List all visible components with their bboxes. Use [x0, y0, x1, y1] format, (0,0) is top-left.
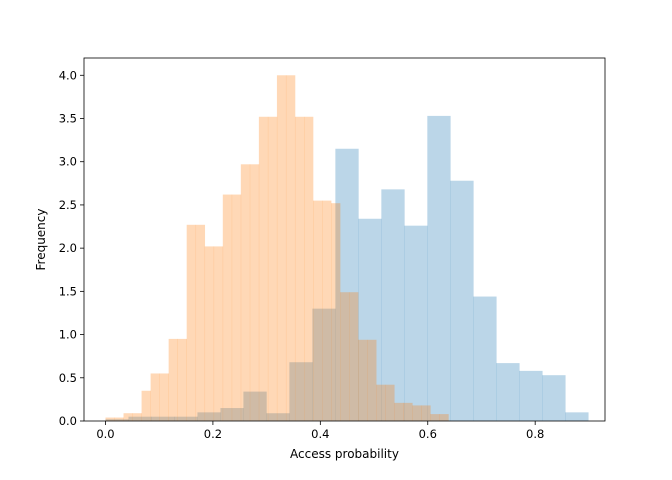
histogram-bar-series-1	[151, 416, 175, 421]
histogram-bar-series-1	[519, 370, 543, 421]
histogram-bar-series-2	[186, 224, 197, 421]
histogram-bar-series-2	[285, 75, 296, 422]
histogram-bar-series-2	[168, 338, 178, 421]
histogram-bar-series-1	[450, 180, 474, 421]
plot-frame	[83, 57, 606, 422]
histogram-bar-series-2	[340, 292, 350, 421]
x-tick-label: 0.4	[311, 427, 329, 441]
histogram-bar-series-2	[195, 224, 206, 421]
histogram-bar-series-1	[243, 391, 267, 421]
histogram-bar-series-2	[150, 373, 160, 421]
histogram-bar-series-1	[358, 218, 382, 421]
y-axis-label: Frequency	[34, 209, 48, 271]
histogram-bar-series-1	[335, 148, 359, 421]
histogram-bar-series-1	[312, 308, 336, 421]
x-tick-label: 0.8	[526, 427, 544, 441]
y-axis: 0.0 0.5 1.0 1.5 2.0 2.5 3.0 3.5 4.0	[59, 68, 84, 428]
x-tick-label: 0.0	[96, 427, 114, 441]
histogram-bar-series-2	[105, 417, 115, 421]
histogram-bar-series-2	[114, 417, 124, 421]
y-tick-label: 3.5	[59, 112, 77, 126]
histogram-bar-series-2	[123, 413, 133, 421]
x-tick-label: 0.2	[204, 427, 222, 441]
histogram-bar-series-1	[404, 225, 428, 421]
y-tick-label: 2.5	[59, 198, 77, 212]
histogram-bar-series-1	[128, 416, 152, 421]
histogram-bar-series-2	[132, 413, 142, 421]
histogram-bar-series-2	[313, 200, 323, 421]
histogram-bar-series-2	[412, 405, 422, 421]
histogram-bar-series-2	[258, 116, 269, 422]
histogram-bar-series-2	[394, 402, 404, 421]
y-tick-label: 0.0	[59, 414, 77, 428]
histogram-bar-series-1	[427, 115, 451, 422]
histogram-bar-series-1	[220, 408, 244, 421]
histogram-bar-series-2	[267, 116, 278, 422]
x-axis: 0.0 0.2 0.4 0.6 0.8	[96, 421, 544, 441]
histogram-bar-series-2	[367, 339, 377, 421]
y-tick-label: 1.0	[59, 328, 77, 342]
histogram-bar-series-1	[565, 412, 589, 421]
histogram-bar-series-1	[197, 412, 221, 421]
histogram-bar-series-1	[174, 416, 198, 421]
histogram-bar-series-2	[349, 292, 359, 421]
y-tick-label: 3.0	[59, 155, 77, 169]
y-tick-label: 4.0	[59, 68, 77, 82]
histogram-bar-series-1	[473, 296, 497, 421]
histogram-bar-series-2	[240, 164, 251, 422]
y-tick-label: 0.5	[59, 371, 77, 385]
histogram-bar-series-1	[496, 363, 520, 421]
histogram-bar-series-1	[105, 419, 129, 421]
histogram-bar-series-2	[304, 116, 314, 422]
histogram-bar-series-1	[542, 375, 566, 421]
histogram-bar-series-2	[421, 405, 431, 421]
histogram-bar-series-2	[358, 339, 368, 421]
histogram-bar-series-2	[294, 116, 305, 422]
histogram-bar-series-2	[141, 390, 151, 421]
histogram-bar-series-2	[385, 384, 395, 421]
histogram-bar-series-2	[249, 164, 260, 422]
histogram-bar-series-2	[430, 414, 440, 421]
histogram-bar-series-2	[322, 200, 332, 421]
histogram-bar-series-2	[204, 246, 215, 421]
histogram-bar-series-1	[289, 362, 313, 421]
histogram-bar-series-2	[403, 402, 413, 421]
y-tick-label: 2.0	[59, 241, 77, 255]
x-axis-label: Access probability	[290, 447, 399, 461]
x-tick-label: 0.6	[419, 427, 437, 441]
histogram-bar-series-2	[376, 384, 386, 421]
histogram-bar-series-2	[222, 194, 233, 421]
histogram-bar-series-2	[213, 246, 224, 421]
histogram-bar-series-1	[266, 413, 290, 421]
histogram-bar-series-1	[381, 189, 405, 421]
bars-layer	[105, 75, 589, 422]
histogram-bar-series-2	[177, 338, 187, 421]
histogram-bar-series-2	[231, 194, 242, 421]
histogram-bar-series-2	[159, 373, 169, 421]
histogram-bar-series-2	[439, 414, 449, 421]
histogram-bar-series-2	[331, 203, 341, 421]
histogram-bar-series-2	[276, 75, 287, 422]
y-tick-label: 1.5	[59, 284, 77, 298]
